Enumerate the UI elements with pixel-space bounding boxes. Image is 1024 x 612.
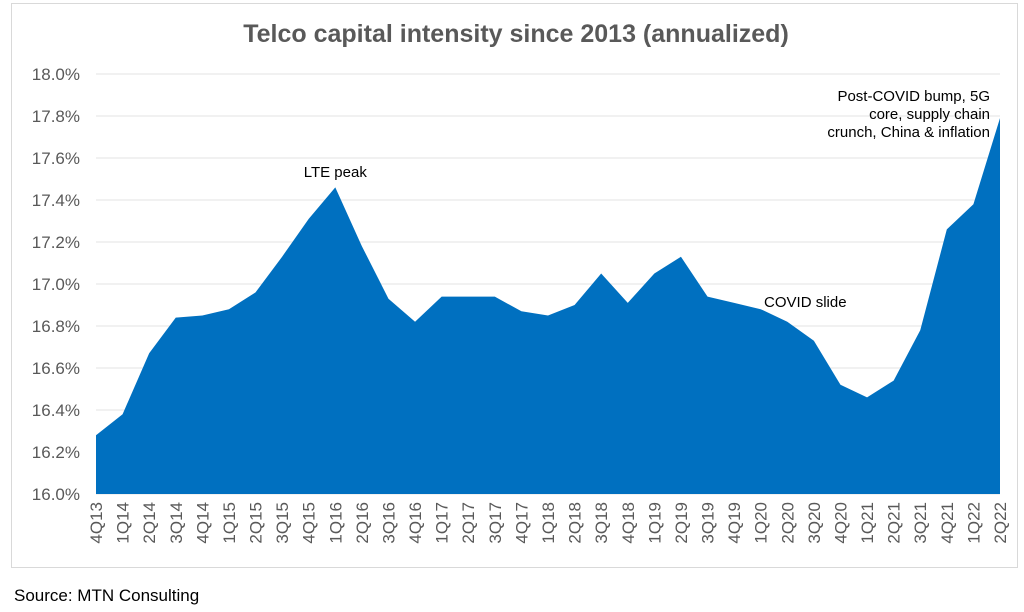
x-tick-label: 4Q19 [725,502,744,544]
x-tick-label: 4Q21 [938,502,957,544]
x-tick-label: 1Q19 [645,502,664,544]
x-axis-ticks: 4Q13 1Q14 2Q14 3Q14 4Q14 1Q15 2Q15 3Q15 4Q15 1Q16… [87,502,1010,544]
y-tick-label: 16.2% [32,443,80,462]
x-tick-label: 1Q15 [220,502,239,544]
x-tick-label: 3Q21 [911,502,930,544]
x-tick-label: 2Q15 [247,502,266,544]
x-tick-label: 3Q16 [379,502,398,544]
x-tick-label: 2Q19 [672,502,691,544]
y-tick-label: 16.0% [32,485,80,504]
x-tick-label: 3Q18 [592,502,611,544]
x-tick-label: 4Q13 [87,502,106,544]
x-tick-label: 2Q17 [459,502,478,544]
x-tick-label: 2Q18 [566,502,585,544]
x-tick-label: 4Q16 [406,502,425,544]
x-tick-label: 1Q14 [114,502,133,544]
y-tick-label: 16.6% [32,359,80,378]
y-tick-label: 17.0% [32,275,80,294]
annotation-label: crunch, China & inflation [827,124,990,141]
y-tick-label: 17.2% [32,233,80,252]
annotation-label: Post-COVID bump, 5G [837,88,990,105]
x-tick-label: 2Q22 [991,502,1010,544]
y-tick-label: 16.4% [32,401,80,420]
annotations: LTE peak COVID slide Post-COVID bump, 5Gco… [304,88,990,311]
y-tick-label: 17.6% [32,149,80,168]
annotation-label: core, supply chain [869,106,990,123]
x-tick-label: 1Q16 [326,502,345,544]
x-tick-label: 3Q20 [805,502,824,544]
x-tick-label: 1Q17 [433,502,452,544]
y-axis-ticks: 16.0% 16.2% 16.4% 16.6% 16.8% 17.0% 17.2% 17.4%… [32,65,80,504]
y-tick-label: 18.0% [32,65,80,84]
x-tick-label: 4Q15 [300,502,319,544]
source-note: Source: MTN Consulting [14,586,200,605]
x-tick-label: 4Q17 [512,502,531,544]
x-tick-label: 2Q20 [778,502,797,544]
x-tick-label: 1Q22 [964,502,983,544]
x-tick-label: 3Q19 [699,502,718,544]
x-tick-label: 1Q21 [858,502,877,544]
data-area [96,118,1000,494]
x-tick-label: 4Q18 [619,502,638,544]
chart-title: Telco capital intensity since 2013 (annu… [243,20,789,48]
x-tick-label: 2Q21 [885,502,904,544]
y-tick-label: 17.4% [32,191,80,210]
annotation-label: COVID slide [764,294,847,311]
series-area [96,118,1000,494]
x-tick-label: 3Q15 [273,502,292,544]
x-tick-label: 4Q20 [831,502,850,544]
x-tick-label: 1Q20 [752,502,771,544]
area-chart: Telco capital intensity since 2013 (annu… [32,20,1010,544]
x-tick-label: 3Q17 [486,502,505,544]
annotation-label: LTE peak [304,164,368,181]
y-tick-label: 17.8% [32,107,80,126]
y-tick-label: 16.8% [32,317,80,336]
x-tick-label: 1Q18 [539,502,558,544]
x-tick-label: 4Q14 [193,502,212,544]
x-tick-label: 3Q14 [167,502,186,544]
x-tick-label: 2Q16 [353,502,372,544]
x-tick-label: 2Q14 [140,502,159,544]
